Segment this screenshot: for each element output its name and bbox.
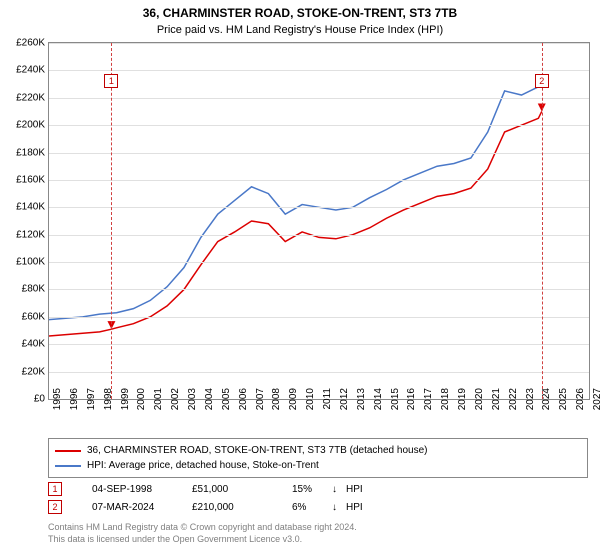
x-tick-label: 2024 [541, 388, 552, 418]
legend-label: HPI: Average price, detached house, Stok… [87, 458, 319, 473]
x-tick-label: 2012 [339, 388, 350, 418]
y-tick-label: £240K [3, 65, 45, 76]
series-svg [49, 43, 589, 399]
gridline [49, 235, 589, 236]
y-tick-label: £100K [3, 257, 45, 268]
x-tick-label: 2015 [390, 388, 401, 418]
gridline [49, 70, 589, 71]
x-tick-label: 2005 [221, 388, 232, 418]
y-tick-label: £260K [3, 38, 45, 49]
chart-subtitle: Price paid vs. HM Land Registry's House … [0, 22, 600, 40]
x-tick-label: 2021 [491, 388, 502, 418]
gridline [49, 372, 589, 373]
x-tick-label: 2018 [440, 388, 451, 418]
x-tick-label: 2013 [356, 388, 367, 418]
x-tick-label: 2016 [406, 388, 417, 418]
x-tick-label: 2006 [238, 388, 249, 418]
tx-vs: HPI [346, 484, 363, 495]
gridline [49, 153, 589, 154]
legend-swatch [55, 465, 81, 467]
x-tick-label: 2011 [322, 388, 333, 418]
marker-icon: 1 [48, 482, 62, 496]
gridline [49, 317, 589, 318]
x-tick-label: 2026 [575, 388, 586, 418]
arrow-down-icon: ↓ [332, 502, 346, 513]
x-tick-label: 2023 [525, 388, 536, 418]
footer-attribution: Contains HM Land Registry data © Crown c… [48, 522, 357, 545]
x-tick-label: 2017 [423, 388, 434, 418]
legend-label: 36, CHARMINSTER ROAD, STOKE-ON-TRENT, ST… [87, 443, 427, 458]
gridline [49, 262, 589, 263]
tx-delta: 6% [292, 502, 332, 513]
plot-area: £0£20K£40K£60K£80K£100K£120K£140K£160K£1… [48, 42, 590, 400]
y-tick-label: £140K [3, 202, 45, 213]
gridline [49, 180, 589, 181]
x-tick-label: 2020 [474, 388, 485, 418]
gridline [49, 98, 589, 99]
y-tick-label: £180K [3, 147, 45, 158]
x-tick-label: 2025 [558, 388, 569, 418]
x-tick-label: 2001 [153, 388, 164, 418]
gridline [49, 125, 589, 126]
gridline [49, 207, 589, 208]
chart-title: 36, CHARMINSTER ROAD, STOKE-ON-TRENT, ST… [0, 0, 600, 22]
x-tick-label: 2003 [187, 388, 198, 418]
x-tick-label: 1999 [120, 388, 131, 418]
event-marker-box: 1 [104, 74, 118, 88]
y-tick-label: £120K [3, 229, 45, 240]
table-row: 2 07-MAR-2024 £210,000 6% ↓ HPI [48, 498, 363, 516]
gridline [49, 344, 589, 345]
y-tick-label: £220K [3, 92, 45, 103]
x-tick-label: 2002 [170, 388, 181, 418]
series-line-hpi [49, 84, 547, 320]
tx-price: £51,000 [192, 484, 292, 495]
y-tick-label: £80K [3, 284, 45, 295]
footer-line: Contains HM Land Registry data © Crown c… [48, 522, 357, 534]
event-vline [542, 43, 543, 399]
gridline [49, 43, 589, 44]
y-tick-label: £60K [3, 311, 45, 322]
tx-date: 04-SEP-1998 [92, 484, 192, 495]
gridline [49, 289, 589, 290]
x-tick-label: 2004 [204, 388, 215, 418]
x-tick-label: 1997 [86, 388, 97, 418]
marker-icon: 2 [48, 500, 62, 514]
tx-delta: 15% [292, 484, 332, 495]
x-tick-label: 2027 [592, 388, 600, 418]
x-tick-label: 2022 [508, 388, 519, 418]
legend-item: HPI: Average price, detached house, Stok… [55, 458, 581, 473]
tx-price: £210,000 [192, 502, 292, 513]
tx-date: 07-MAR-2024 [92, 502, 192, 513]
y-tick-label: £0 [3, 394, 45, 405]
y-tick-label: £40K [3, 339, 45, 350]
event-marker-box: 2 [535, 74, 549, 88]
x-tick-label: 2010 [305, 388, 316, 418]
x-tick-label: 2000 [136, 388, 147, 418]
x-tick-label: 2019 [457, 388, 468, 418]
legend-item: 36, CHARMINSTER ROAD, STOKE-ON-TRENT, ST… [55, 443, 581, 458]
y-tick-label: £200K [3, 120, 45, 131]
x-tick-label: 2008 [271, 388, 282, 418]
footer-line: This data is licensed under the Open Gov… [48, 534, 357, 546]
y-tick-label: £20K [3, 366, 45, 377]
transactions-table: 1 04-SEP-1998 £51,000 15% ↓ HPI 2 07-MAR… [48, 480, 363, 516]
x-tick-label: 2014 [373, 388, 384, 418]
table-row: 1 04-SEP-1998 £51,000 15% ↓ HPI [48, 480, 363, 498]
x-tick-label: 2009 [288, 388, 299, 418]
chart-container: 36, CHARMINSTER ROAD, STOKE-ON-TRENT, ST… [0, 0, 600, 560]
x-tick-label: 2007 [255, 388, 266, 418]
legend-swatch [55, 450, 81, 452]
tx-vs: HPI [346, 502, 363, 513]
y-tick-label: £160K [3, 174, 45, 185]
series-line-price_paid [49, 111, 542, 336]
event-vline [111, 43, 112, 399]
legend-box: 36, CHARMINSTER ROAD, STOKE-ON-TRENT, ST… [48, 438, 588, 478]
x-tick-label: 1996 [69, 388, 80, 418]
x-tick-label: 1995 [52, 388, 63, 418]
arrow-down-icon: ↓ [332, 484, 346, 495]
